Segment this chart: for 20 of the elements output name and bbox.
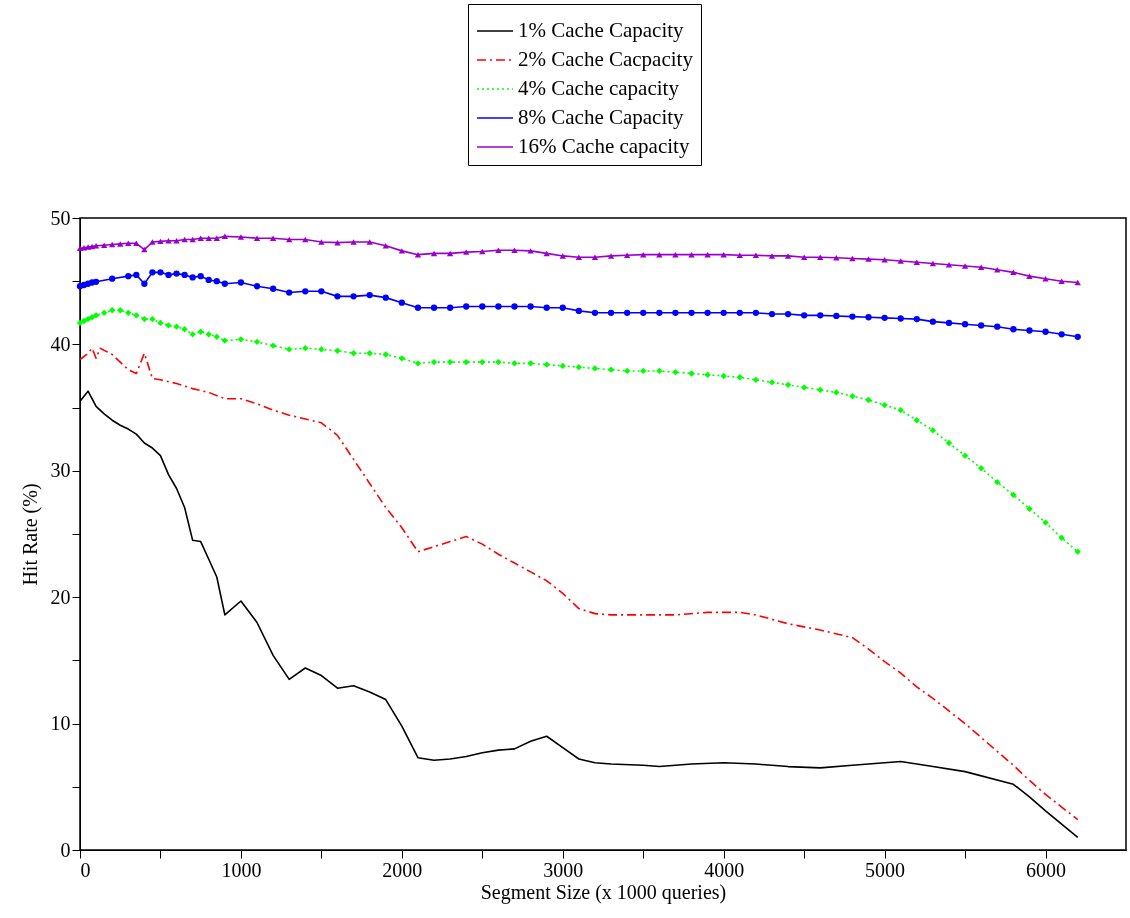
x-tick-label: 2000 — [382, 858, 423, 881]
y-tick-label: 40 — [50, 332, 71, 355]
y-tick-label: 20 — [50, 585, 71, 608]
legend-label: 8% Cache Capacity — [518, 105, 685, 129]
x-tick-label: 0 — [80, 858, 91, 881]
y-tick-label: 10 — [50, 712, 71, 735]
x-tick-label: 4000 — [704, 858, 745, 881]
legend-label: 1% Cache Capacity — [518, 18, 685, 42]
x-tick-label: 6000 — [1026, 858, 1067, 881]
x-axis-title: Segment Size (x 1000 queries) — [480, 880, 727, 904]
y-tick-label: 30 — [50, 459, 71, 482]
x-tick-label: 5000 — [865, 858, 906, 881]
x-tick-label: 1000 — [221, 858, 262, 881]
x-tick-label: 3000 — [543, 858, 584, 881]
legend-label: 4% Cache capacity — [518, 76, 680, 100]
legend-label: 16% Cache capacity — [518, 134, 690, 158]
y-tick-label: 0 — [60, 838, 71, 861]
y-axis-title: Hit Rate (%) — [18, 483, 42, 586]
y-tick-label: 50 — [50, 206, 71, 229]
legend-label: 2% Cache Cacpacity — [518, 47, 694, 71]
